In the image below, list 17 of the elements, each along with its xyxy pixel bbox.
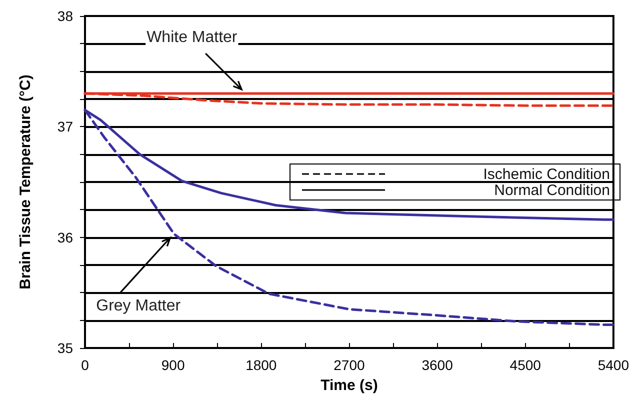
y-tick-label: 37 bbox=[57, 118, 74, 135]
annotation: White Matter bbox=[146, 28, 238, 46]
x-tick-label: 2700 bbox=[334, 357, 365, 373]
y-tick-label: 38 bbox=[57, 8, 74, 24]
x-tick-label: 0 bbox=[81, 357, 90, 373]
x-tick-label: 1800 bbox=[246, 357, 277, 373]
x-tick-label: 3600 bbox=[422, 357, 454, 373]
y-axis-title: Brain Tissue Temperature (°C) bbox=[17, 74, 34, 290]
y-tick-label: 36 bbox=[57, 229, 74, 246]
annotation: Grey Matter bbox=[96, 297, 182, 314]
x-tick-label: 4500 bbox=[510, 357, 542, 373]
x-axis-title: Time (s) bbox=[320, 377, 378, 394]
annotation: Ischemic Condition bbox=[483, 166, 610, 183]
x-tick-label: 5400 bbox=[598, 357, 630, 373]
y-tick-label: 35 bbox=[57, 340, 74, 356]
x-tick-label: 900 bbox=[161, 357, 185, 373]
annotation: Normal Condition bbox=[494, 182, 610, 199]
